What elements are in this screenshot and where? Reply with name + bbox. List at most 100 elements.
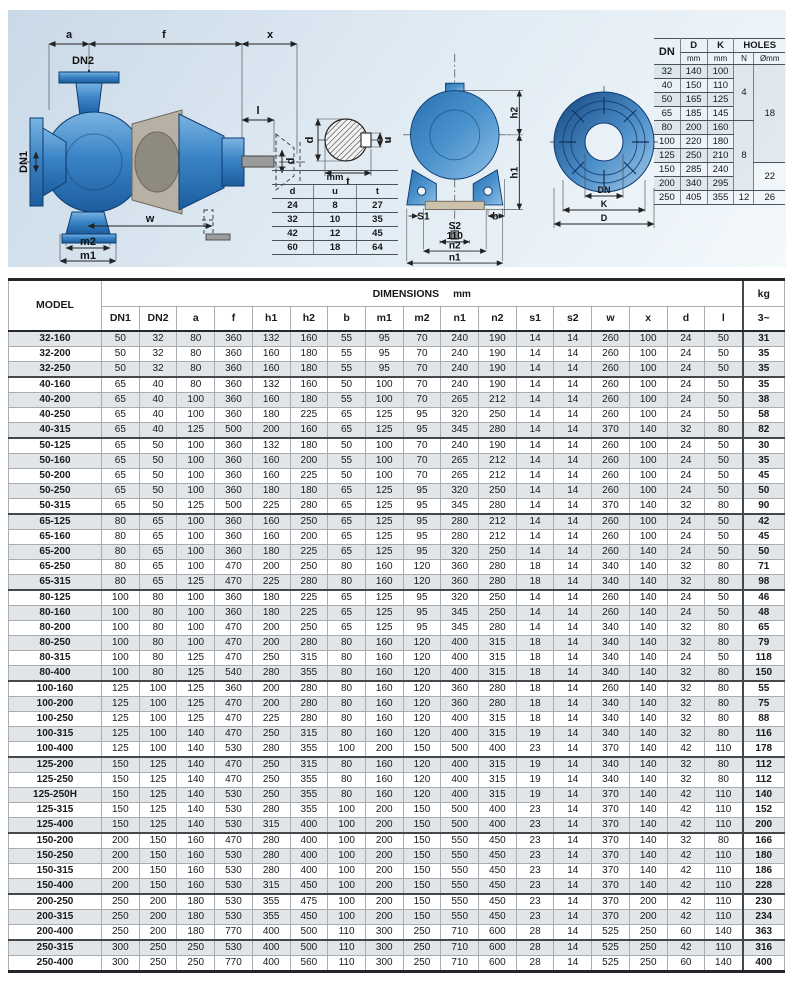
dimension-value: 250 <box>478 406 517 423</box>
dimension-value: 120 <box>402 664 442 681</box>
flange-dimensions-table: DN D K HOLES mm mm N Ømm 32 140 100 4 18 40 15… <box>654 38 785 205</box>
dimension-value: 65 <box>101 375 140 393</box>
dimension-value: 400 <box>440 786 480 803</box>
dimension-value: 140 <box>628 740 668 757</box>
dimension-value: 50 <box>138 436 178 454</box>
dimension-value: 200 <box>101 831 140 849</box>
dimension-value: 14 <box>553 330 593 347</box>
dimension-value: 140 <box>628 421 668 438</box>
model-row: 125-200 150 125 140 470 250 315 80 160 120 400 315 1… <box>8 755 785 773</box>
dimension-value: 32 <box>666 831 706 849</box>
dimension-value: 14 <box>553 604 593 621</box>
dimension-value: 150 <box>101 801 140 818</box>
shaft-table-unit: mm <box>272 170 398 185</box>
dimension-value: 120 <box>402 679 442 697</box>
dimension-value: 18 <box>515 679 555 697</box>
weight-value: 186 <box>741 862 785 879</box>
dimension-value: 65 <box>101 452 140 469</box>
dimension-value: 42 <box>666 847 706 864</box>
dimension-value: 14 <box>553 497 593 514</box>
dimension-value: 80 <box>327 786 366 803</box>
dimension-value: 250 <box>289 512 329 530</box>
dimension-value: 24 <box>666 528 706 545</box>
d-value: 405 <box>679 190 708 205</box>
dimension-value: 200 <box>628 892 668 910</box>
dimension-value: 280 <box>478 558 517 575</box>
dimension-value: 80 <box>704 664 743 681</box>
model-name: 80-125 <box>8 588 102 606</box>
dimension-value: 150 <box>402 816 442 833</box>
dimension-value: 160 <box>364 558 404 575</box>
dimension-value: 150 <box>101 755 140 773</box>
dimension-value: 250 <box>402 954 442 972</box>
model-name: 40-315 <box>8 421 102 438</box>
model-row: 100-200 125 100 125 470 200 280 80 160 120 360 280 1… <box>8 695 785 712</box>
dimension-value: 50 <box>101 330 140 347</box>
model-name: 65-315 <box>8 573 102 590</box>
dimension-value: 125 <box>138 771 178 788</box>
dimension-value: 280 <box>289 497 329 514</box>
dimension-value: 400 <box>478 801 517 818</box>
dimension-value: 150 <box>402 740 442 757</box>
dimension-value: 125 <box>364 406 404 423</box>
weight-value: 30 <box>741 436 785 454</box>
dim-label-h2: h2 <box>510 106 521 118</box>
dim-label-x: x <box>267 29 274 41</box>
model-row: 150-200 200 150 160 470 280 400 100 200 150 550 450… <box>8 831 785 849</box>
dimension-value: 18 <box>515 649 555 666</box>
dimension-column-header: n1 <box>440 306 480 332</box>
weight-value: 166 <box>741 831 785 849</box>
weight-value: 35 <box>741 452 785 469</box>
dimension-value: 70 <box>402 452 442 469</box>
dimension-value: 50 <box>138 482 178 499</box>
dimension-value: 100 <box>364 391 404 408</box>
dimension-value: 250 <box>478 588 517 606</box>
dimension-value: 470 <box>214 649 253 666</box>
dimension-value: 95 <box>364 345 404 362</box>
dimension-value: 14 <box>553 679 593 697</box>
dimension-value: 80 <box>327 573 366 590</box>
dimension-value: 100 <box>176 391 216 408</box>
dimension-value: 370 <box>591 892 630 910</box>
model-name: 125-400 <box>8 816 102 833</box>
dimension-value: 360 <box>214 604 253 621</box>
dimension-value: 150 <box>402 862 442 879</box>
dim-label-l: l <box>256 105 259 117</box>
dimension-value: 65 <box>101 436 140 454</box>
weight-value: 48 <box>741 604 785 621</box>
dimension-value: 65 <box>327 604 366 621</box>
dimension-value: 150 <box>402 908 442 925</box>
holes-n-header: N <box>733 52 755 65</box>
dimension-value: 160 <box>364 573 404 590</box>
dimension-value: 180 <box>251 604 291 621</box>
dimension-value: 280 <box>289 710 329 727</box>
dim-label-w: w <box>145 213 155 225</box>
dimension-value: 360 <box>214 512 253 530</box>
k-header: K <box>706 38 735 53</box>
dimension-value: 400 <box>478 816 517 833</box>
model-name: 150-200 <box>8 831 102 849</box>
dimension-value: 80 <box>327 771 366 788</box>
dimension-value: 200 <box>251 679 291 697</box>
dimension-value: 95 <box>402 619 442 636</box>
dimension-value: 95 <box>402 482 442 499</box>
dimension-value: 360 <box>440 558 480 575</box>
dimension-value: 200 <box>364 816 404 833</box>
dimension-value: 300 <box>364 923 404 940</box>
dimension-value: 250 <box>628 923 668 940</box>
dimension-value: 400 <box>289 816 329 833</box>
dimension-value: 19 <box>515 786 555 803</box>
dim-label-110: 110 <box>447 231 464 242</box>
dimension-value: 28 <box>515 938 555 956</box>
weight-value: 178 <box>741 740 785 757</box>
model-row: 50-250 65 50 100 360 180 180 65 125 95 320 250 14 14 2… <box>8 482 785 499</box>
dim-label-s1: S1 <box>417 212 430 223</box>
dimension-value: 250 <box>289 619 329 636</box>
dimension-value: 280 <box>440 528 480 545</box>
model-row: 65-250 80 65 100 470 200 250 80 160 120 360 280 18 14… <box>8 558 785 575</box>
dimension-value: 140 <box>628 801 668 818</box>
shaft-value: 18 <box>313 240 357 255</box>
dimension-value: 200 <box>364 847 404 864</box>
model-name: 250-315 <box>8 938 102 956</box>
dimension-value: 95 <box>364 330 404 347</box>
